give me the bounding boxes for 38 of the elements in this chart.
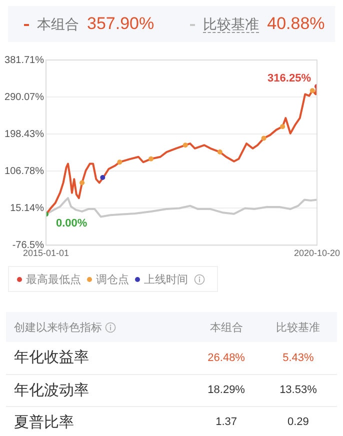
legend-label: 上线时间 (144, 274, 188, 286)
point (100, 175, 106, 180)
legend-label: 最高最低点 (26, 274, 81, 286)
y-tick-label: 15.14% (10, 202, 44, 214)
text: 创建以来特色指标 (6, 312, 194, 342)
point (80, 180, 85, 186)
point (310, 88, 315, 94)
text: 26.48% (208, 352, 245, 364)
point (217, 150, 222, 155)
text: 357.90% (87, 14, 154, 33)
category-label: 夏普比率 (14, 414, 74, 430)
data-label: 316.25% (268, 72, 312, 84)
legend-label: 比较基准 (203, 16, 260, 33)
point (148, 156, 154, 162)
point (261, 136, 266, 141)
text: 5.43% (282, 352, 314, 364)
x-tick-label: 2015-01-01 (22, 248, 70, 258)
text: 0.29 (288, 416, 309, 428)
category-label: 本组合 (193, 312, 260, 342)
text: 40.88% (267, 14, 325, 33)
category-label: 比较基准 (259, 312, 337, 342)
y-tick-label: -76.5% (12, 240, 44, 251)
legend-label: 本组合 (37, 16, 79, 32)
y-tick-label: 381.71% (4, 54, 44, 66)
text: 1.37 (216, 416, 238, 428)
y-tick-label: 290.07% (4, 92, 44, 103)
category-label: 年化收益率 (14, 349, 89, 366)
y-tick-label: 106.78% (4, 166, 44, 177)
y-tick-label: 198.43% (4, 128, 44, 140)
legend-label: 调仓点 (96, 274, 129, 286)
x-tick-label: 2020-10-20 (294, 248, 340, 258)
point (182, 142, 188, 148)
point (117, 160, 122, 165)
point (280, 124, 286, 130)
text: 18.29% (208, 384, 245, 396)
data-label: 0.00% (56, 217, 88, 230)
category-label: 年化波动率 (14, 382, 89, 398)
text: 13.53% (280, 384, 317, 396)
